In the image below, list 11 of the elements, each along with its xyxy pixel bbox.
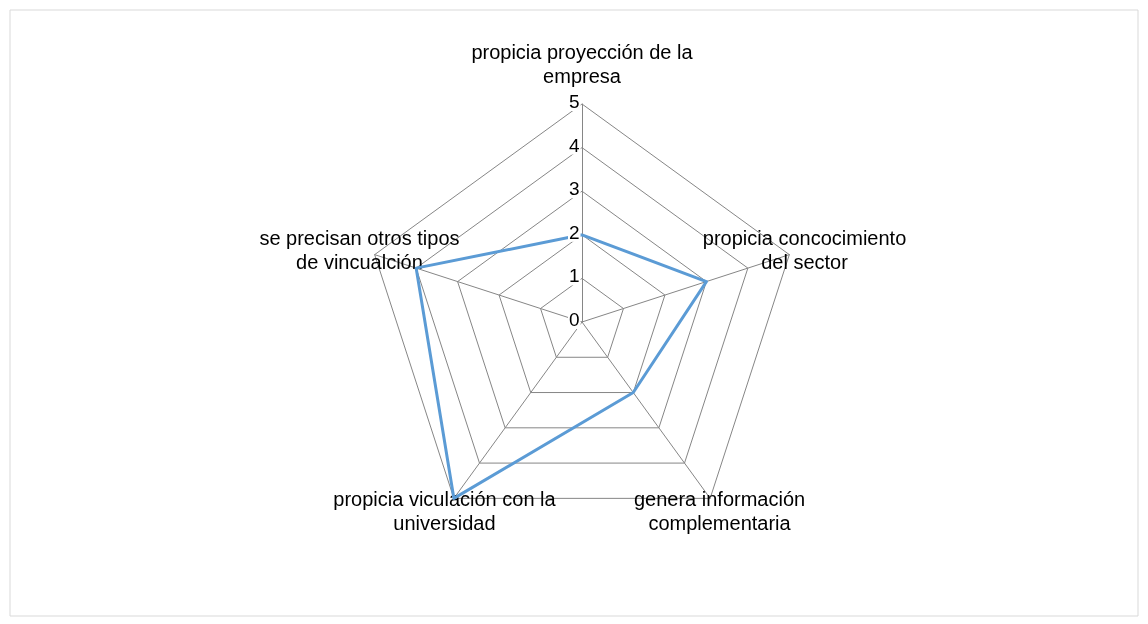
spoke-label: propicia proyección de la empresa	[471, 41, 694, 87]
y-tick-label: 1	[569, 265, 580, 287]
spoke-label: se precisan otros tipos de vincualción	[259, 226, 460, 273]
y-tick-label: 2	[569, 221, 580, 243]
spoke-label: genera información complementaria	[633, 488, 806, 535]
y-tick-label: 0	[569, 309, 580, 330]
y-tick-label: 4	[569, 134, 580, 156]
y-tick-label: 3	[569, 178, 580, 200]
spoke-label: propicia concocimiento del sector	[702, 226, 907, 273]
y-tick-label: 5	[569, 91, 580, 112]
spoke-label: propicia viculación con la universidad	[333, 488, 557, 535]
